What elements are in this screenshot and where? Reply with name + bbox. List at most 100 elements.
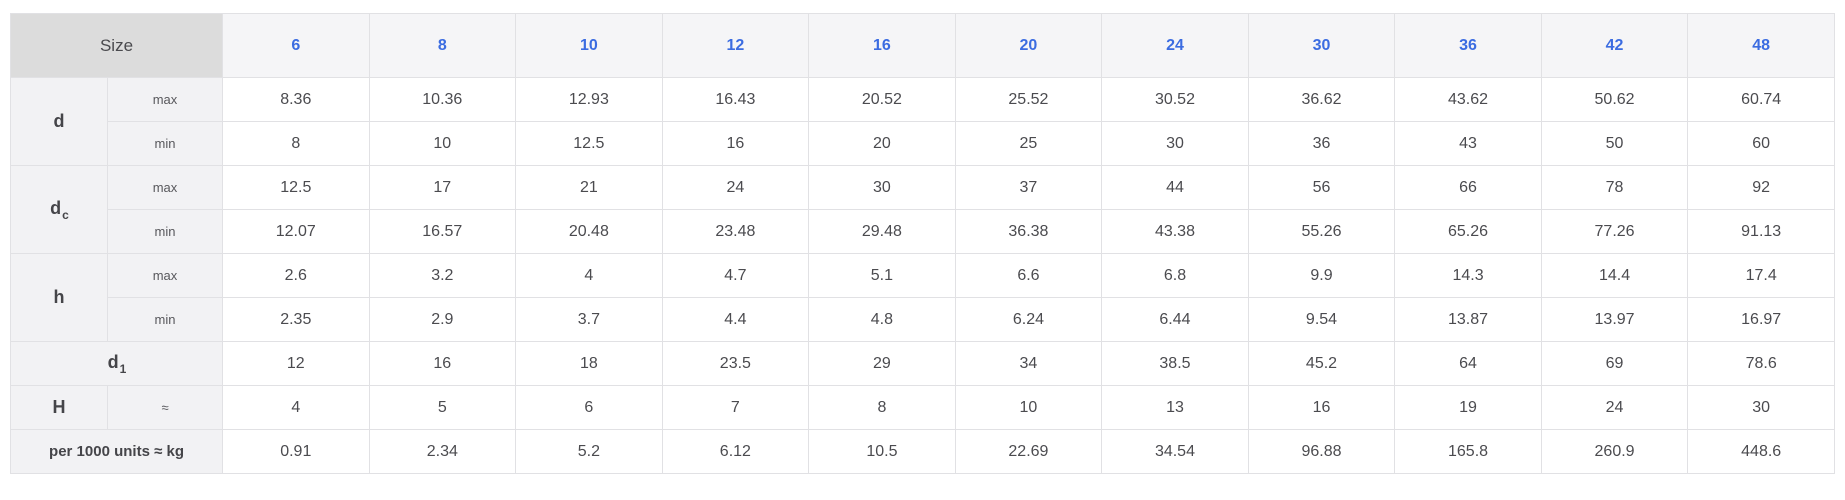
row-label: h bbox=[10, 253, 108, 342]
table-cell: 6.12 bbox=[661, 429, 810, 474]
row-label: d1 bbox=[9, 341, 224, 386]
table-cell: 24 bbox=[661, 165, 810, 210]
table-cell: 5.2 bbox=[515, 429, 663, 474]
row-label: dc bbox=[10, 165, 108, 254]
table-cell: 30 bbox=[1101, 121, 1249, 166]
table-cell: 78.6 bbox=[1687, 341, 1835, 386]
size-column-header: 8 bbox=[368, 13, 517, 78]
table-cell: 8 bbox=[222, 121, 370, 166]
row-sublabel: min bbox=[106, 209, 224, 254]
table-row: h max 2.6 3.2 4 4.7 5.1 6.6 6.8 9.9 14.3 14.4 17.4 bbox=[10, 253, 1835, 342]
table-cell: 2.35 bbox=[222, 297, 370, 342]
table-cell: 20 bbox=[808, 121, 956, 166]
table-cell: 16 bbox=[661, 121, 810, 166]
table-cell: 448.6 bbox=[1687, 429, 1835, 474]
size-column-header: 6 bbox=[222, 13, 370, 78]
table-cell: 10.36 bbox=[368, 77, 517, 122]
table-cell: 56 bbox=[1247, 165, 1396, 210]
table-cell: 64 bbox=[1394, 341, 1542, 386]
table-cell: 30.52 bbox=[1101, 77, 1249, 122]
row-label-text: d bbox=[53, 111, 65, 131]
table-cell: 4.7 bbox=[661, 253, 810, 298]
table-cell: 16.43 bbox=[661, 77, 810, 122]
row-label: per 1000 units ≈ kg bbox=[9, 429, 224, 474]
table-cell: 2.34 bbox=[368, 429, 517, 474]
table-cell: 260.9 bbox=[1540, 429, 1689, 474]
size-corner-cell: Size bbox=[9, 13, 224, 78]
table-cell: 36.38 bbox=[954, 209, 1103, 254]
row-label-text: H bbox=[52, 397, 66, 417]
row-sublabel: min bbox=[106, 121, 224, 166]
table-cell: 16.57 bbox=[368, 209, 517, 254]
table-cell: 8 bbox=[808, 385, 956, 430]
size-column-header: 24 bbox=[1101, 13, 1249, 78]
table-cell: 12.5 bbox=[222, 165, 370, 210]
row-sublabel: max bbox=[106, 253, 224, 298]
table-cell: 65.26 bbox=[1394, 209, 1542, 254]
table-cell: 6.8 bbox=[1101, 253, 1249, 298]
size-spec-table: Size 6 8 10 12 16 20 24 30 36 42 48 d max 8.36 10.36 1… bbox=[9, 13, 1835, 474]
table-cell: 4 bbox=[515, 253, 663, 298]
table-cell: 43 bbox=[1394, 121, 1542, 166]
table-cell: 25 bbox=[954, 121, 1103, 166]
row-sublabel: max bbox=[106, 77, 224, 122]
table-cell: 44 bbox=[1101, 165, 1249, 210]
table-cell: 36.62 bbox=[1247, 77, 1396, 122]
table-cell: 20.52 bbox=[808, 77, 956, 122]
table-cell: 77.26 bbox=[1540, 209, 1689, 254]
table-cell: 30 bbox=[1687, 385, 1835, 430]
table-cell: 22.69 bbox=[954, 429, 1103, 474]
table-cell: 4 bbox=[222, 385, 370, 430]
table-cell: 5.1 bbox=[808, 253, 956, 298]
table-cell: 37 bbox=[954, 165, 1103, 210]
table-cell: 6 bbox=[515, 385, 663, 430]
size-column-header: 36 bbox=[1394, 13, 1542, 78]
table-cell: 38.5 bbox=[1101, 341, 1249, 386]
table-cell: 14.4 bbox=[1540, 253, 1689, 298]
table-cell: 12.07 bbox=[222, 209, 370, 254]
table-cell: 60 bbox=[1687, 121, 1835, 166]
table-cell: 43.38 bbox=[1101, 209, 1249, 254]
table-cell: 6.44 bbox=[1101, 297, 1249, 342]
table-row: min 8 10 12.5 16 20 25 30 36 43 50 60 bbox=[11, 121, 1835, 166]
table-cell: 14.3 bbox=[1394, 253, 1542, 298]
table-cell: 69 bbox=[1540, 341, 1689, 386]
table-cell: 21 bbox=[515, 165, 663, 210]
row-sublabel: ≈ bbox=[106, 385, 224, 430]
table-cell: 4.4 bbox=[661, 297, 810, 342]
table-cell: 34.54 bbox=[1101, 429, 1249, 474]
table-cell: 12.93 bbox=[515, 77, 663, 122]
table-cell: 43.62 bbox=[1394, 77, 1542, 122]
table-cell: 8.36 bbox=[222, 77, 370, 122]
table-cell: 3.7 bbox=[515, 297, 663, 342]
table-cell: 13.87 bbox=[1394, 297, 1542, 342]
size-column-header: 16 bbox=[808, 13, 956, 78]
table-cell: 17 bbox=[368, 165, 517, 210]
table-cell: 13.97 bbox=[1540, 297, 1689, 342]
table-cell: 165.8 bbox=[1394, 429, 1542, 474]
table-cell: 2.9 bbox=[368, 297, 517, 342]
row-label-text: d bbox=[50, 197, 62, 218]
table-cell: 10 bbox=[954, 385, 1103, 430]
table-cell: 9.54 bbox=[1247, 297, 1396, 342]
table-cell: 16 bbox=[1247, 385, 1396, 430]
table-cell: 30 bbox=[808, 165, 956, 210]
table-row: H ≈4 5 6 7 8 10 13 16 19 24 30 bbox=[10, 385, 1835, 430]
table-cell: 23.5 bbox=[661, 341, 810, 386]
table-row: min 12.07 16.57 20.48 23.48 29.48 36.38 43.38 55… bbox=[11, 209, 1835, 254]
table-cell: 0.91 bbox=[222, 429, 370, 474]
row-label-text: per 1000 units ≈ kg bbox=[49, 443, 184, 460]
table-row: d1 12 16 18 23.5 29 34 38.5 45.2 64 69 78.6 bbox=[9, 341, 1835, 386]
row-label-subscript: 1 bbox=[119, 362, 127, 377]
table-cell: 29.48 bbox=[808, 209, 956, 254]
table-cell: 16.97 bbox=[1687, 297, 1835, 342]
table-cell: 18 bbox=[515, 341, 663, 386]
table-cell: 50 bbox=[1540, 121, 1689, 166]
table-cell: 78 bbox=[1540, 165, 1689, 210]
table-body: d max 8.36 10.36 12.93 16.43 20.52 25.52 30.52 36… bbox=[9, 77, 1835, 474]
row-label: d bbox=[10, 77, 108, 166]
row-label: H bbox=[10, 385, 108, 430]
table-cell: 96.88 bbox=[1247, 429, 1396, 474]
table-cell: 13 bbox=[1101, 385, 1249, 430]
size-column-header: 20 bbox=[954, 13, 1103, 78]
